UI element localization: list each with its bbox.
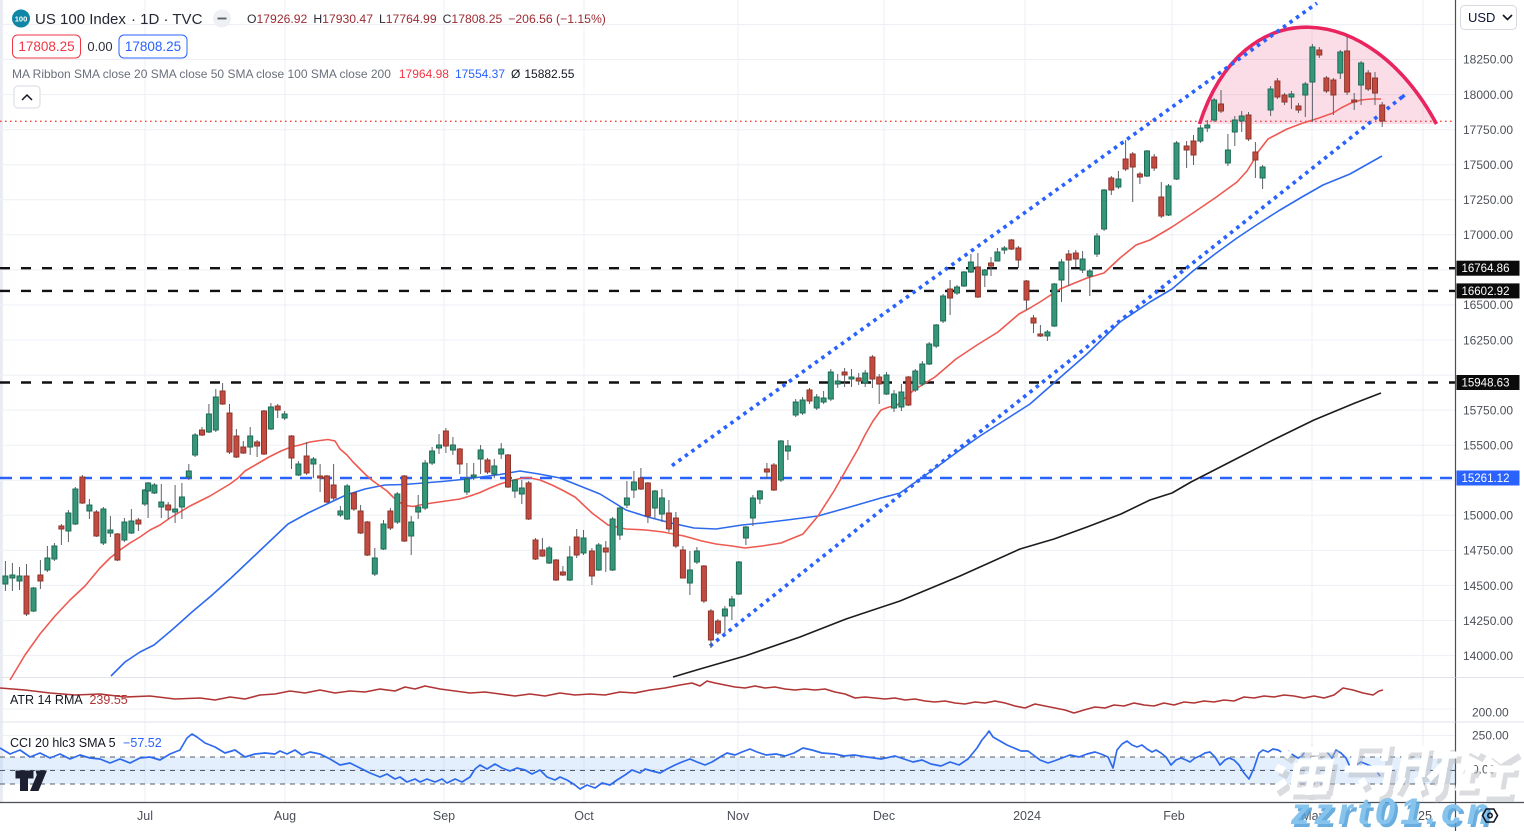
svg-text:Jul: Jul: [137, 809, 153, 823]
svg-text:US 100 Index: US 100 Index: [35, 11, 126, 28]
svg-text:18000.00: 18000.00: [1463, 88, 1513, 102]
svg-text:18250.00: 18250.00: [1463, 53, 1513, 67]
svg-text:Mar: Mar: [1301, 809, 1323, 823]
svg-text:17750.00: 17750.00: [1463, 123, 1513, 137]
svg-text:USD: USD: [1468, 10, 1495, 25]
svg-text:Nov: Nov: [727, 809, 750, 823]
svg-text:zzrt01.cn: zzrt01.cn: [1293, 794, 1497, 831]
svg-text:14250.00: 14250.00: [1463, 614, 1513, 628]
svg-text:Aug: Aug: [274, 809, 296, 823]
svg-text:16500.00: 16500.00: [1463, 298, 1513, 312]
svg-text:Dec: Dec: [873, 809, 895, 823]
svg-text:15261.12: 15261.12: [1462, 473, 1510, 485]
svg-text:· 1D · TVC: · 1D · TVC: [131, 11, 203, 28]
svg-text:16602.92: 16602.92: [1462, 286, 1510, 298]
svg-text:Oct: Oct: [574, 809, 594, 823]
svg-text:0.00: 0.00: [87, 39, 112, 54]
svg-text:17808.25: 17808.25: [18, 39, 74, 54]
svg-text:250.00: 250.00: [1472, 729, 1509, 743]
svg-text:15000.00: 15000.00: [1463, 509, 1513, 523]
svg-text:zzrt01.cn: zzrt01.cn: [1290, 791, 1494, 831]
svg-text:14500.00: 14500.00: [1463, 579, 1513, 593]
svg-text:15750.00: 15750.00: [1463, 403, 1513, 417]
svg-text:16764.86: 16764.86: [1462, 263, 1510, 275]
svg-text:14750.00: 14750.00: [1463, 544, 1513, 558]
svg-text:ATR 14 RMA 239.55: ATR 14 RMA 239.55: [10, 693, 128, 707]
svg-text:2024: 2024: [1013, 809, 1041, 823]
svg-text:CCI 20 hlc3 SMA 5 −57.52: CCI 20 hlc3 SMA 5 −57.52: [10, 736, 162, 750]
svg-text:17250.00: 17250.00: [1463, 193, 1513, 207]
svg-text:Feb: Feb: [1163, 809, 1185, 823]
svg-text:16250.00: 16250.00: [1463, 333, 1513, 347]
svg-text:100: 100: [15, 15, 28, 24]
svg-text:25: 25: [1418, 809, 1432, 823]
svg-text:15500.00: 15500.00: [1463, 439, 1513, 453]
svg-text:15948.63: 15948.63: [1462, 378, 1510, 390]
svg-text:200.00: 200.00: [1472, 706, 1509, 720]
svg-text:17000.00: 17000.00: [1463, 228, 1513, 242]
svg-text:17808.25: 17808.25: [125, 39, 181, 54]
svg-text:14000.00: 14000.00: [1463, 649, 1513, 663]
svg-text:Sep: Sep: [433, 809, 455, 823]
svg-text:17500.00: 17500.00: [1463, 158, 1513, 172]
svg-text:MA Ribbon SMA close 20 SMA clo: MA Ribbon SMA close 20 SMA close 50 SMA …: [12, 67, 575, 81]
